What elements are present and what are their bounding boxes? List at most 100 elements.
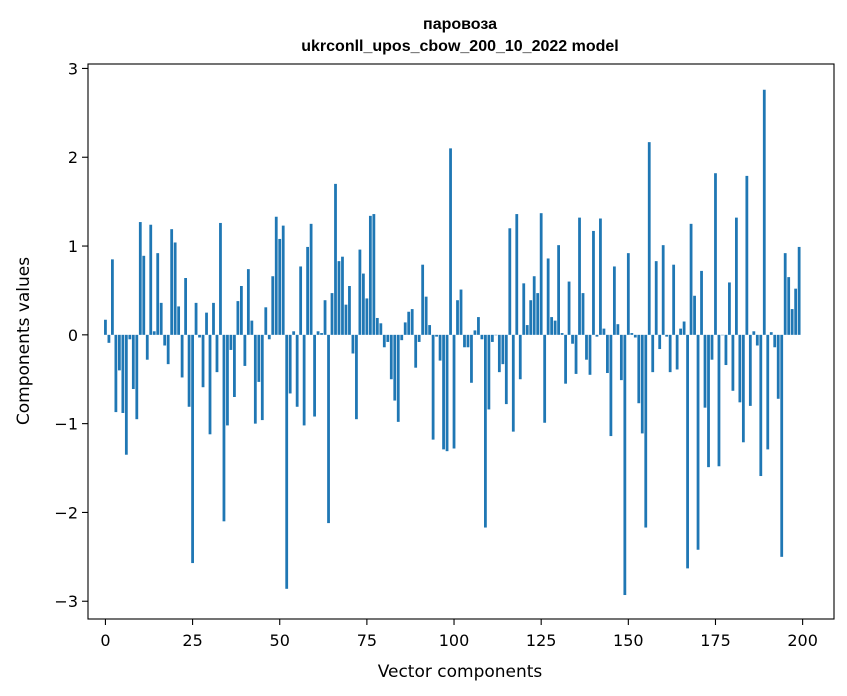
y-tick-label: 1 [68,237,78,256]
bar-43 [253,334,257,424]
bar-12 [145,334,149,360]
bar-136 [578,217,581,335]
bar-15 [156,253,160,335]
bar-124 [536,293,540,335]
bar-163 [672,264,676,335]
bar-99 [449,148,452,335]
bar-171 [700,270,703,335]
bar-110 [487,334,491,410]
bar-193 [776,334,780,399]
bar-148 [619,334,623,381]
bar-166 [682,321,686,335]
bar-183 [741,334,745,443]
x-tick-label: 200 [787,631,818,650]
bar-75 [365,298,369,335]
bar-20 [173,242,177,335]
bar-119 [518,334,522,380]
bar-67 [337,261,341,335]
bar-108 [480,334,484,340]
plot-area-frame [87,63,835,620]
bar-131 [560,333,564,335]
bar-61 [316,331,320,335]
x-tick-label: 150 [613,631,644,650]
bar-49 [274,216,278,335]
bar-34 [222,334,226,522]
bar-167 [686,334,689,569]
bar-198 [794,288,798,335]
bar-109 [484,334,487,528]
bar-88 [410,309,414,335]
bar-150 [626,253,630,335]
x-tick-label: 75 [357,631,377,650]
bar-196 [787,277,791,335]
bar-140 [592,230,595,335]
bar-159 [658,334,662,350]
bar-44 [257,334,261,382]
bar-195 [783,253,787,335]
bar-147 [616,324,620,335]
bar-158 [654,261,658,335]
bar-58 [306,246,310,335]
bar-175 [714,173,717,335]
bar-95 [435,334,438,337]
bar-154 [640,334,644,434]
bar-63 [323,300,327,335]
bar-115 [504,334,508,405]
bar-174 [710,334,714,360]
bar-129 [553,320,557,335]
bar-30 [208,334,212,435]
bar-111 [490,334,494,342]
bar-85 [400,334,404,341]
bar-188 [759,334,763,477]
bar-5 [121,334,125,413]
chart-title: паровоза [423,16,497,33]
bar-4 [117,334,121,371]
bar-97 [442,334,445,450]
bar-126 [543,334,547,423]
bar-102 [459,289,463,335]
bar-46 [264,307,268,335]
bar-13 [149,224,153,335]
y-tick-label: −3 [54,592,78,611]
bar-72 [355,334,358,420]
bar-14 [152,331,156,335]
bar-81 [386,334,390,342]
x-tick-label: 50 [270,631,290,650]
bar-168 [689,223,693,335]
bar-173 [707,334,710,468]
bar-19 [170,229,174,335]
bar-199 [797,246,801,335]
bar-57 [302,334,306,426]
bar-51 [281,225,285,335]
x-tick-label: 175 [700,631,731,650]
bar-117 [511,334,515,432]
bar-92 [424,296,428,335]
bar-9 [135,334,139,420]
bar-182 [738,334,742,403]
bar-189 [762,89,766,335]
bar-181 [735,217,738,335]
bar-142 [599,218,602,335]
bar-82 [389,334,393,380]
bar-187 [755,334,759,346]
bar-66 [334,183,337,335]
bar-116 [508,228,512,335]
bar-62 [320,333,323,335]
bar-98 [445,334,449,452]
bar-54 [292,331,296,335]
bar-91 [421,264,425,335]
bar-178 [724,334,728,366]
bar-156 [647,142,651,335]
bar-45 [260,334,264,421]
bar-169 [693,295,696,335]
bar-84 [396,334,400,422]
bar-55 [295,334,299,407]
bar-184 [745,175,749,335]
bar-73 [358,249,362,335]
bar-36 [229,334,233,350]
bar-31 [212,302,215,335]
bar-11 [142,255,146,335]
y-axis-ticks: 3 2 1 0 −1 −2 −3 [54,59,88,611]
bar-29 [205,312,208,335]
bar-122 [529,300,533,335]
